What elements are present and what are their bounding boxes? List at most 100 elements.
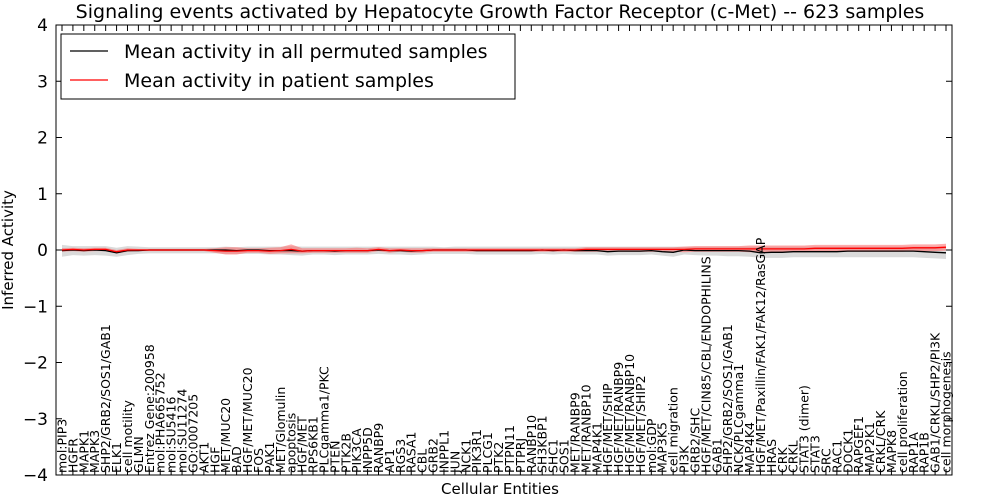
legend-box — [60, 33, 516, 100]
x-tick-label: HGF/MET/CIN85/CBL/ENDOPHILINS — [698, 256, 713, 473]
x-tick-label: MAPK1 — [76, 430, 91, 473]
x-tick-label: SH3KBP1 — [535, 415, 550, 473]
y-tick-label: −3 — [23, 410, 48, 430]
x-tick-label: apoptosis — [284, 413, 299, 473]
x-tick-label: RAP1B — [917, 432, 932, 473]
legend-label-permuted: Mean activity in all permuted samples — [124, 41, 487, 63]
x-tick-label: MAP4K4 — [742, 422, 757, 473]
series-line-patient — [61, 246, 947, 253]
x-axis-label: Cellular Entities — [441, 480, 559, 498]
x-tick-label: HGF — [207, 447, 222, 473]
x-tick-label: NCK/PLCgamma1 — [731, 364, 746, 473]
y-axis-label: Inferred Activity — [0, 190, 17, 310]
x-tick-label: PTK2B — [338, 433, 353, 473]
y-axis: −4 −3 −2 −1 0 1 2 3 4 — [23, 16, 952, 486]
x-tick-label: RAP1A — [906, 432, 921, 473]
x-tick-label: GO:0007205 — [186, 394, 201, 473]
x-tick-label: MET/RANBP10 — [578, 384, 593, 473]
series-lines — [61, 246, 947, 254]
x-tick-label: CRK — [775, 447, 790, 473]
x-tick-label: HGF/MET/SHIP — [600, 383, 615, 473]
x-tick-label: SRC — [819, 448, 834, 473]
x-tick-label: GRB2 — [426, 438, 441, 473]
x-tick-label: NCK1 — [458, 439, 473, 473]
x-tick-label: MAP2K1 — [862, 422, 877, 473]
x-tick-label: JUN — [447, 451, 462, 474]
x-tick-label: mol:GDP — [644, 418, 659, 473]
x-tick-label: PIK3CA — [349, 428, 364, 473]
x-tick-label: GRB2/SHC — [688, 408, 703, 473]
x-tick-label: mol:PIP3 — [55, 419, 70, 473]
x-tick-label: CRKL — [786, 440, 801, 473]
x-tick-label: MET/Glomulin — [273, 387, 288, 473]
x-tick-label: PLCG1 — [480, 432, 495, 473]
x-tick-label: RANBP10 — [524, 415, 539, 473]
x-tick-label: PTPN11 — [502, 425, 517, 473]
x-tick-label: mol:SU5416 — [164, 397, 179, 473]
x-tick-label: FOS — [251, 448, 266, 473]
x-tick-label: cell proliferation — [895, 371, 910, 473]
y-tick-label: 3 — [37, 72, 48, 92]
x-tick-label: SHP2/GRB2/SOS1/GAB1 — [98, 324, 113, 473]
y-tick-label: 0 — [37, 241, 48, 261]
x-tick-label: INPP5D — [360, 427, 375, 473]
x-tick-label: PTK2 — [491, 442, 506, 473]
x-tick-label: GAB1 — [709, 438, 724, 473]
x-tick-label: SHC1 — [546, 439, 561, 473]
x-tick-label: AP1 — [382, 449, 397, 473]
x-tick-label: HGF/MET/MUC20 — [240, 367, 255, 473]
x-tick-label: Entrez Gene:200958 — [142, 344, 157, 473]
x-tick-label: HGF/MET/RANBP9 — [611, 362, 626, 473]
x-tick-label: RPS6KB1 — [306, 416, 321, 473]
x-tick-label: PTPRJ — [513, 438, 528, 473]
x-tick-label: HGFR — [65, 438, 80, 473]
x-tick-label: PIK3R1 — [469, 429, 484, 473]
x-tick-label: ELK1 — [109, 442, 124, 473]
y-tick-label: 2 — [37, 129, 48, 149]
x-tick-label: HRAS — [764, 439, 779, 473]
x-tick-label: MAPK8 — [884, 430, 899, 473]
chart-title: Signaling events activated by Hepatocyte… — [76, 1, 925, 23]
x-tick-label: HGF/MET/RANBP10 — [622, 354, 637, 473]
x-tick-label: mol:SU11274 — [175, 389, 190, 473]
x-tick-label: BAD — [229, 446, 244, 473]
x-tick-label: AKT1 — [196, 442, 211, 473]
x-tick-label: STAT3 — [808, 435, 823, 473]
x-tick-label: MAP4K1 — [589, 422, 604, 473]
x-tick-label: RAC1 — [829, 440, 844, 473]
x-tick-label: HGF/MET — [295, 416, 310, 473]
x-tick-label: MAPK3 — [87, 430, 102, 473]
x-tick-label: HGF/MET/Paxillin/FAK1/FAK12/RasGAP — [753, 237, 768, 473]
x-tick-label: cell migration — [666, 387, 681, 473]
x-tick-label: PAK1 — [262, 442, 277, 473]
x-tick-label: STAT3 (dimer) — [797, 385, 812, 473]
x-tick-label: cell morphogenesis — [939, 351, 954, 473]
x-tick-label: HGF/MET/SHIP2 — [633, 375, 648, 473]
band-patient — [62, 243, 946, 255]
y-tick-label: −1 — [23, 297, 48, 317]
x-tick-label: RASA1 — [404, 432, 419, 473]
x-tick-label: RAPGEF1 — [851, 416, 866, 473]
y-tick-label: 4 — [37, 16, 48, 36]
x-tick-label: MET/RANBP9 — [567, 392, 582, 473]
x-tick-label: CRKL/CRK — [873, 410, 888, 473]
x-tick-label: RANBP9 — [371, 423, 386, 473]
x-tick-label: DOCK1 — [840, 429, 855, 473]
x-tick-label: PLCgamma1/PKC — [316, 366, 331, 473]
x-tick-label: MAP3K5 — [655, 422, 670, 473]
y-tick-label: −4 — [23, 466, 48, 486]
x-tick-label: CBL — [415, 449, 430, 473]
x-tick-label: GAB1/CRKL/SHP2/PI3K — [928, 332, 943, 473]
x-tick-label: cell motility — [120, 399, 135, 473]
legend: Mean activity in all permuted samples Me… — [60, 33, 516, 100]
x-axis: mol:PIP3HGFRMAPK1MAPK3SHP2/GRB2/SOS1/GAB… — [55, 25, 954, 475]
x-tick-label: PTEN — [327, 441, 342, 473]
legend-label-patient: Mean activity in patient samples — [124, 70, 434, 92]
x-tick-label: PI3K — [677, 445, 692, 473]
y-tick-label: −2 — [23, 354, 48, 374]
x-tick-label: MET/MUC20 — [218, 398, 233, 473]
x-tick-label: SOS1 — [557, 439, 572, 473]
x-tick-label: INPPL1 — [437, 430, 452, 473]
x-tick-label: GLMN — [131, 436, 146, 473]
